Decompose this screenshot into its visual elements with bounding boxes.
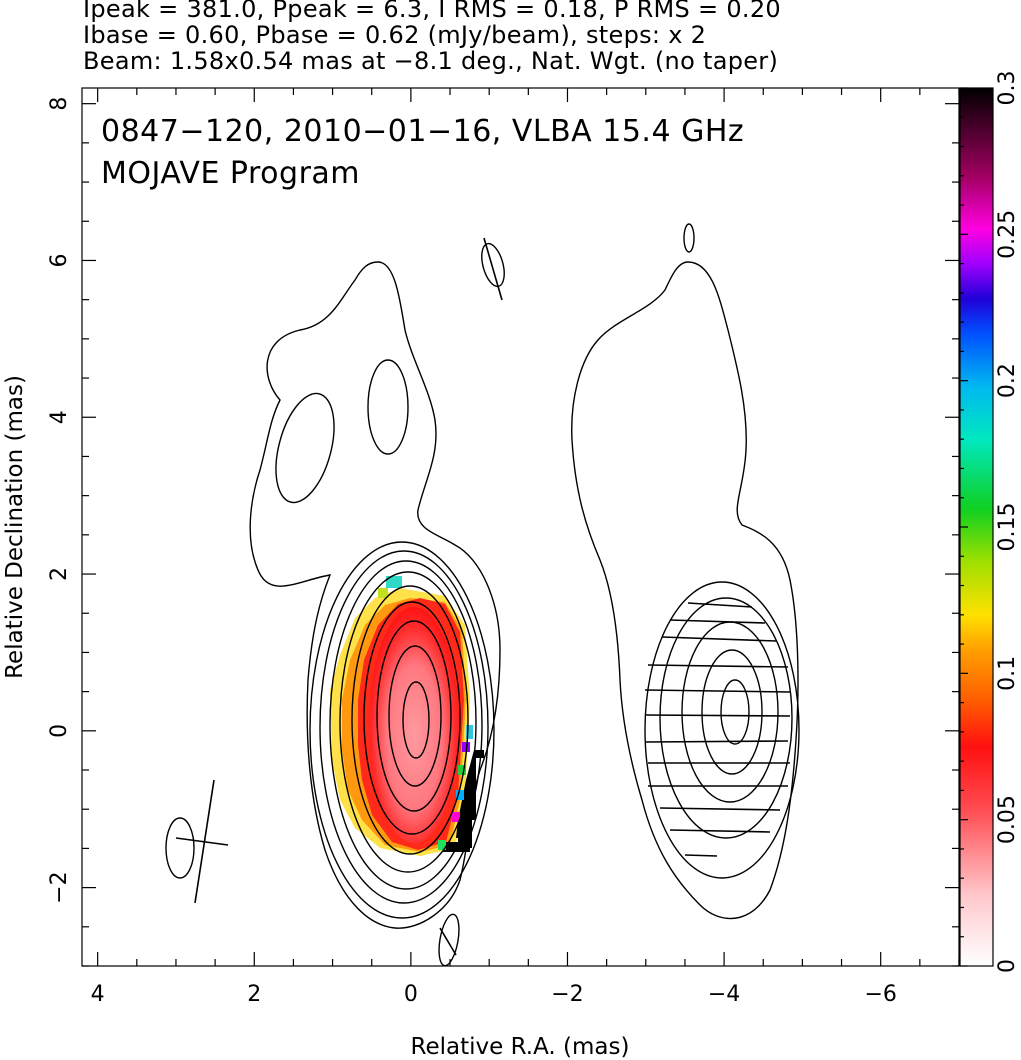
contour-2 xyxy=(319,550,489,904)
contour-6 xyxy=(363,601,461,835)
pol-edge-pixel-5 xyxy=(458,765,466,775)
contour-right-1 xyxy=(644,581,800,879)
contour-outer-right xyxy=(571,261,799,920)
colorbar-tick-label: 0.3 xyxy=(995,71,1020,106)
intensity-contours-right xyxy=(571,223,800,920)
pol-green-pixel xyxy=(378,588,388,598)
x-tick-label: 0 xyxy=(404,982,418,1007)
x-tick-label: 2 xyxy=(247,982,261,1007)
map-title: 0847−120, 2010−01−16, VLBA 15.4 GHz xyxy=(101,114,744,149)
evpa-vectors xyxy=(175,237,791,956)
colorbar-tick-label: 0.1 xyxy=(995,656,1020,691)
pol-edge-pixel-8 xyxy=(438,840,446,850)
colorbar-tick-label: 0 xyxy=(995,959,1020,973)
x-tick-label: −4 xyxy=(708,982,740,1007)
pol-cyan-pixel xyxy=(386,576,402,588)
colorbar-tick-label: 0.25 xyxy=(995,210,1020,259)
pol-edge-pixel-3 xyxy=(466,725,473,739)
contour-7 xyxy=(376,620,452,812)
contour-3 xyxy=(329,560,483,890)
contour-jet-upper-left xyxy=(275,392,335,504)
contour-left-blob xyxy=(165,817,195,879)
pol-edge-pixel-7 xyxy=(452,812,460,822)
map-content: 0847−120, 2010−01−16, VLBA 15.4 GHz MOJA… xyxy=(101,114,800,966)
pol-edge-pixels xyxy=(456,750,484,848)
x-axis-label: Relative R.A. (mas) xyxy=(411,1034,630,1060)
contour-right-4 xyxy=(701,649,763,775)
pol-edge-pixel-4 xyxy=(462,742,470,752)
intensity-contours-left xyxy=(165,242,505,966)
colorbar-tick-label: 0.2 xyxy=(995,363,1020,398)
fractional-polarization-image xyxy=(330,576,484,856)
contour-right-top-blob xyxy=(683,223,695,253)
contour-right-2 xyxy=(659,597,793,839)
x-tick-label: −6 xyxy=(864,982,896,1007)
contour-jet-upper-right xyxy=(367,359,409,455)
header-line-1: Ipeak = 381.0, Ppeak = 6.3, I RMS = 0.18… xyxy=(83,0,781,23)
plot-frame xyxy=(81,87,960,967)
colorbar-tick-label: 0.05 xyxy=(995,795,1020,844)
x-tick-label: −2 xyxy=(551,982,583,1007)
pol-edge-pixel-6 xyxy=(456,790,464,800)
contour-outer-left xyxy=(249,261,501,929)
axis-ticks xyxy=(82,87,968,967)
contour-8 xyxy=(388,645,442,787)
y-tick-label: −2 xyxy=(47,871,72,903)
colorbar-tick-label: 0.15 xyxy=(995,503,1020,552)
pol-edge-pixel-2 xyxy=(443,842,458,852)
contour-5 xyxy=(351,585,469,855)
x-tick-label: 4 xyxy=(91,982,105,1007)
y-tick-label: 6 xyxy=(47,253,72,267)
y-tick-label: 4 xyxy=(47,410,72,424)
pol-core xyxy=(369,607,459,843)
axis-tick-labels: 4 2 0 −2 −4 −6 −2 0 2 4 6 8 0 0.05 0.1 0.15 0.2 0.25 0.3 xyxy=(47,71,1020,1008)
contour-top-blob xyxy=(481,242,505,288)
contour-right-5 xyxy=(720,679,750,745)
map-subtitle: MOJAVE Program xyxy=(101,156,360,191)
contour-4 xyxy=(339,571,477,873)
contour-9 xyxy=(402,681,430,759)
y-axis-label: Relative Declination (mas) xyxy=(2,375,28,679)
contour-1 xyxy=(309,541,495,919)
header-line-3: Beam: 1.58x0.54 mas at −8.1 deg., Nat. W… xyxy=(83,47,779,75)
contour-bottom-blob xyxy=(438,913,460,966)
y-tick-label: 8 xyxy=(47,97,72,111)
y-tick-label: 2 xyxy=(47,567,72,581)
y-tick-label: 0 xyxy=(47,724,72,738)
header-line-2: Ibase = 0.60, Pbase = 0.62 (mJy/beam), s… xyxy=(83,21,707,49)
contour-right-3 xyxy=(681,621,779,803)
